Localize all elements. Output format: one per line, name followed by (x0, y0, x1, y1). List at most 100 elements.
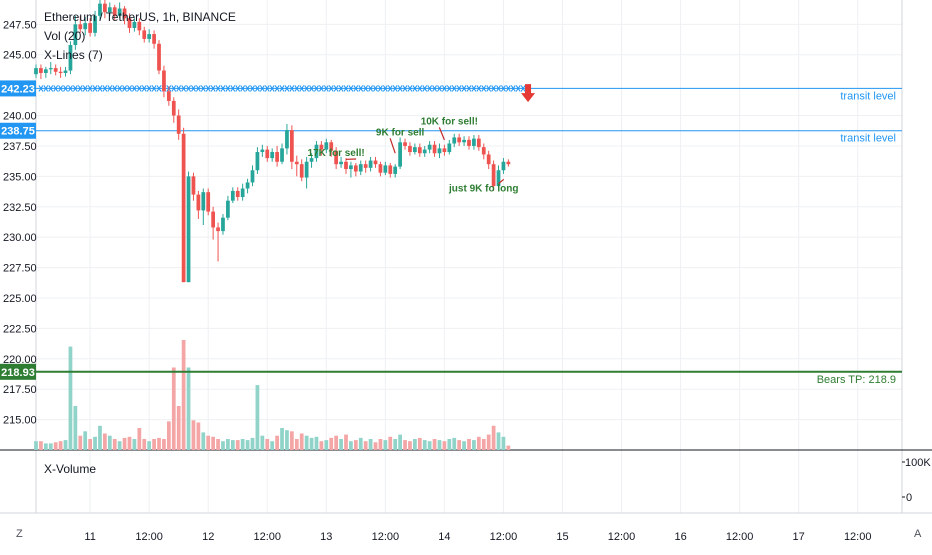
volume-bar (428, 441, 432, 450)
volume-bar (211, 437, 215, 450)
y-tick-label: 215.00 (3, 415, 37, 427)
x-tick-label: 12:00 (490, 531, 518, 543)
volume-bar (256, 385, 260, 450)
volume-bar (354, 440, 358, 450)
auto-scale-button[interactable]: A (914, 528, 921, 540)
volume-bar (226, 439, 230, 450)
volume-bar (221, 441, 225, 450)
y-tick-label: 230.00 (3, 232, 37, 244)
volume-bar (98, 426, 102, 450)
y-tick-label: 225.00 (3, 293, 37, 305)
x-tick-label: 12:00 (844, 531, 872, 543)
candle-body (221, 218, 225, 231)
y-tick-label: 232.50 (3, 202, 37, 214)
volume-bar (108, 436, 112, 450)
x-tick-label: 12 (202, 531, 214, 543)
x-tick-label: 16 (674, 531, 686, 543)
candle-body (388, 165, 392, 174)
zoom-corner-button[interactable]: Z (16, 528, 23, 540)
volume-bar (88, 439, 92, 450)
volume-bar (216, 439, 220, 450)
chart-annotation: just 9K fo long (448, 183, 518, 194)
volume-bar (408, 441, 412, 450)
volume-bar (83, 431, 87, 450)
candle-body (256, 152, 260, 170)
candle-body (447, 144, 451, 153)
candle-body (393, 167, 397, 174)
candle-body (172, 101, 176, 116)
volume-bar (152, 439, 156, 450)
volume-bar (447, 439, 451, 450)
candle-body (364, 164, 368, 168)
volume-bar (157, 438, 161, 450)
volume-bar (305, 436, 309, 450)
candle-body (192, 176, 196, 194)
candle-body (59, 72, 63, 73)
volume-bar (113, 439, 117, 450)
candle-body (270, 152, 274, 158)
candle-body (482, 147, 486, 154)
candle-body (64, 71, 68, 73)
xlines-legend[interactable]: X-Lines (7) (44, 48, 103, 62)
candle-body (349, 165, 353, 169)
volume-bar (433, 439, 437, 450)
volume-bar (418, 438, 422, 450)
candle-body (423, 150, 427, 154)
volume-bar (334, 436, 338, 450)
volume-bar (290, 431, 294, 450)
candle-body (398, 142, 402, 166)
candle-body (54, 68, 58, 72)
volume-bar (59, 441, 63, 450)
volume-bar (374, 442, 378, 450)
candle-body (44, 69, 48, 73)
candle-body (379, 164, 383, 173)
volume-bar (285, 430, 289, 450)
candle-body (477, 139, 481, 148)
candle-body (457, 137, 461, 142)
volume-bar (49, 443, 53, 450)
chart-annotation: 17K for sell! (308, 148, 365, 159)
candle-body (506, 162, 510, 164)
candle-body (452, 137, 456, 143)
volume-bar (423, 440, 427, 450)
candle-body (285, 130, 289, 148)
volume-bar (73, 406, 77, 450)
y-tick-label: 222.50 (3, 323, 37, 335)
volume-bar (487, 435, 491, 450)
volume-bar (197, 423, 201, 451)
y-tick-label: 237.50 (3, 141, 37, 153)
candle-body (142, 30, 146, 39)
volume-bar (413, 439, 417, 450)
candle-body (487, 154, 491, 164)
volume-bar (54, 442, 58, 450)
volume-bar (231, 440, 235, 450)
x-volume-pane-title[interactable]: X-Volume (44, 462, 96, 476)
subpane-tick-label: 0 (906, 492, 912, 504)
volume-bar (438, 440, 442, 450)
candle-body (88, 23, 92, 33)
volume-bar (364, 441, 368, 450)
volume-bar (167, 421, 171, 450)
price-line-label: 242.23 (1, 83, 35, 95)
volume-bar (280, 428, 284, 450)
line-annotation-label: transit level (840, 133, 896, 145)
candle-body (408, 146, 412, 152)
volume-bar (398, 435, 402, 450)
volume-bar (118, 441, 122, 450)
volume-bar (339, 439, 343, 450)
subpane-tick-label: 100K (905, 457, 931, 469)
volume-bar (472, 440, 476, 450)
candle-body (428, 145, 432, 150)
volume-bar (123, 438, 127, 450)
candle-body (369, 161, 373, 168)
candle-body (246, 182, 250, 188)
candle-body (290, 130, 294, 162)
candle-body (438, 148, 442, 153)
chart-title: Ethereum / TetherUS, 1h, BINANCE (44, 10, 236, 24)
volume-bar (206, 436, 210, 450)
candle-body (147, 34, 151, 39)
volume-legend[interactable]: Vol (20) (44, 29, 85, 43)
volume-bar (300, 434, 304, 451)
